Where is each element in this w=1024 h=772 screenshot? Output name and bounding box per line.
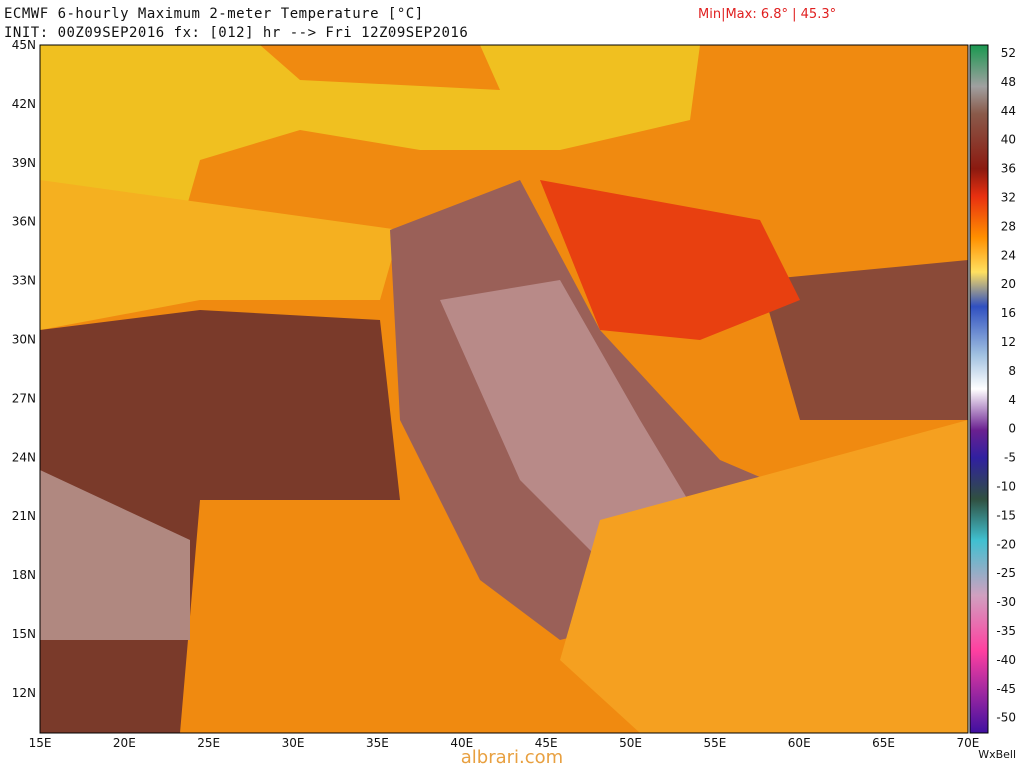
- colorbar-label: 40: [1001, 133, 1016, 147]
- colorbar-label: 44: [1001, 104, 1016, 118]
- colorbar-label: 36: [1001, 162, 1016, 176]
- colorbar-label: -35: [996, 624, 1016, 638]
- lat-label: 45N: [12, 38, 36, 52]
- lat-label: 36N: [12, 215, 36, 229]
- colorbar-label: 12: [1001, 335, 1016, 349]
- colorbar-label: -5: [1004, 451, 1016, 465]
- colorbar-label: 8: [1008, 364, 1016, 378]
- lon-label: 50E: [619, 736, 642, 750]
- title: ECMWF 6-hourly Maximum 2-meter Temperatu…: [4, 6, 424, 22]
- lat-label: 24N: [12, 450, 36, 464]
- watermark: albrari.com: [461, 747, 563, 768]
- lon-label: 45E: [535, 736, 558, 750]
- lat-label: 21N: [12, 509, 36, 523]
- colorbar-label: -25: [996, 566, 1016, 580]
- colorbar-label: 16: [1001, 306, 1016, 320]
- colorbar-label: -45: [996, 682, 1016, 696]
- lat-label: 39N: [12, 156, 36, 170]
- lat-label: 27N: [12, 391, 36, 405]
- colorbar-label: 32: [1001, 191, 1016, 205]
- colorbar-label: 0: [1008, 422, 1016, 436]
- lon-label: 65E: [872, 736, 895, 750]
- init-line: INIT: 00Z09SEP2016 fx: [012] hr --> Fri …: [4, 25, 468, 41]
- lon-label: 55E: [703, 736, 726, 750]
- colorbar-label: -20: [996, 537, 1016, 551]
- colorbar-label: -50: [996, 711, 1016, 725]
- lon-label: 25E: [197, 736, 220, 750]
- colorbar: [969, 44, 989, 734]
- lat-label: 42N: [12, 97, 36, 111]
- lon-label: 30E: [282, 736, 305, 750]
- colorbar-label: 20: [1001, 277, 1016, 291]
- colorbar-label: -15: [996, 508, 1016, 522]
- colorbar-label: -30: [996, 595, 1016, 609]
- lat-label: 18N: [12, 568, 36, 582]
- lat-label: 12N: [12, 686, 36, 700]
- brand: WxBell: [978, 748, 1016, 761]
- lon-label: 15E: [29, 736, 52, 750]
- lon-label: 60E: [788, 736, 811, 750]
- map: [39, 44, 969, 734]
- colorbar-label: 24: [1001, 248, 1016, 262]
- colorbar-label: 48: [1001, 75, 1016, 89]
- lat-label: 15N: [12, 627, 36, 641]
- colorbar-label: -40: [996, 653, 1016, 667]
- colorbar-label: 4: [1008, 393, 1016, 407]
- lon-label: 40E: [450, 736, 473, 750]
- lon-label: 35E: [366, 736, 389, 750]
- lat-label: 33N: [12, 274, 36, 288]
- colorbar-label: -10: [996, 480, 1016, 494]
- lat-label: 30N: [12, 333, 36, 347]
- colorbar-label: 28: [1001, 219, 1016, 233]
- lon-label: 20E: [113, 736, 136, 750]
- lon-label: 70E: [957, 736, 980, 750]
- colorbar-label: 52: [1001, 46, 1016, 60]
- min-max: Min|Max: 6.8° | 45.3°: [698, 7, 836, 22]
